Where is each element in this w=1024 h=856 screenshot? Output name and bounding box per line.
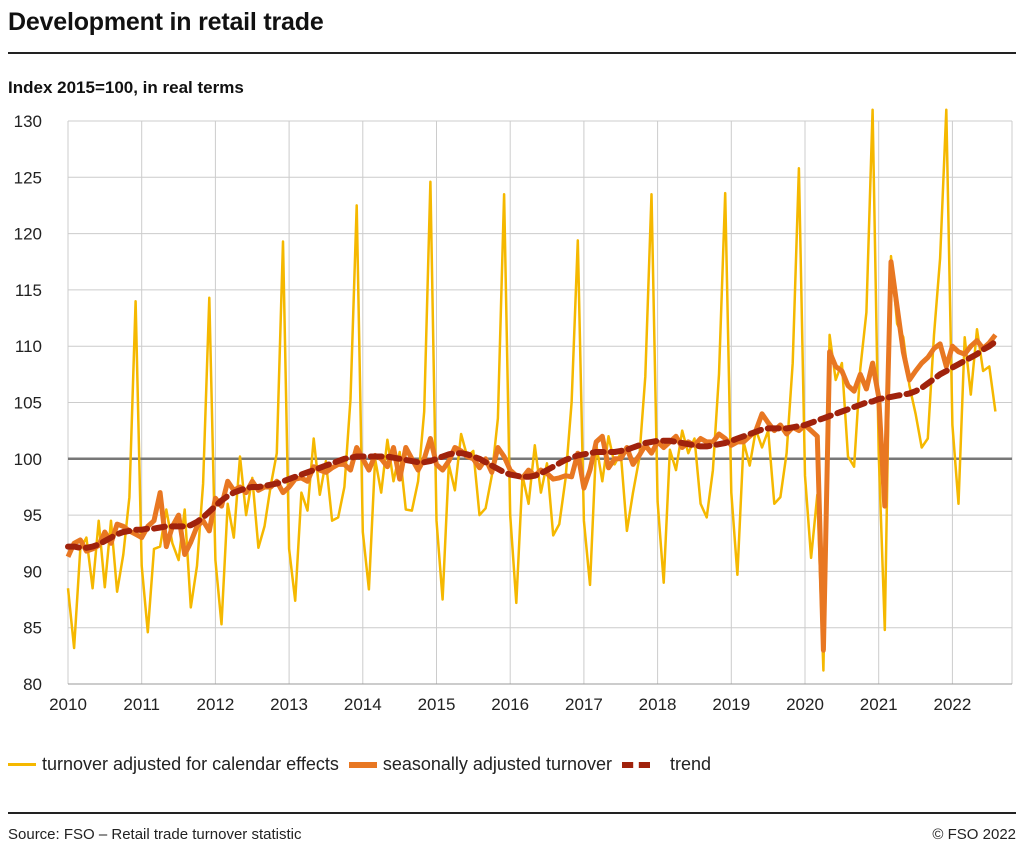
x-tick-label: 2018 — [639, 695, 677, 714]
chart-title: Development in retail trade — [8, 8, 324, 36]
y-tick-label: 95 — [23, 506, 42, 525]
legend-item-seasonal: seasonally adjusted turnover — [348, 754, 612, 775]
y-tick-label: 130 — [14, 112, 42, 131]
x-tick-label: 2020 — [786, 695, 824, 714]
series-seasonally-adjusted — [65, 259, 998, 653]
y-tick-label: 120 — [14, 225, 42, 244]
grid — [67, 120, 1013, 685]
chart-subtitle: Index 2015=100, in real terms — [8, 78, 244, 97]
source-note: Source: FSO – Retail trade turnover stat… — [8, 826, 302, 843]
footer-rule — [8, 812, 1016, 814]
legend-item-calendar: turnover adjusted for calendar effects — [8, 754, 339, 775]
legend-label-trend: trend — [669, 754, 712, 774]
line-chart: 80 85 90 95 100 105 110 115 120 125 130 2010 2011 201… — [14, 108, 1013, 714]
x-tick-label: 2017 — [565, 695, 603, 714]
x-tick-label: 2022 — [933, 695, 971, 714]
legend-swatch-calendar — [8, 763, 36, 766]
series-layer — [65, 108, 999, 672]
x-tick-label: 2019 — [712, 695, 750, 714]
x-tick-label: 2011 — [123, 695, 160, 714]
y-tick-label: 90 — [23, 562, 42, 581]
x-tick-label: 2015 — [418, 695, 456, 714]
axis-labels: 80 85 90 95 100 105 110 115 120 125 130 2010 2011 201… — [14, 112, 972, 714]
y-tick-label: 100 — [14, 450, 42, 469]
y-tick-label: 105 — [14, 394, 42, 413]
x-tick-label: 2014 — [344, 695, 382, 714]
y-tick-label: 80 — [23, 675, 42, 694]
x-tick-label: 2016 — [491, 695, 529, 714]
legend-swatch-trend — [621, 761, 650, 768]
y-tick-label: 110 — [15, 337, 42, 356]
x-tick-label: 2010 — [49, 695, 87, 714]
y-tick-label: 125 — [14, 168, 42, 187]
copyright-note: © FSO 2022 — [932, 826, 1016, 843]
x-tick-label: 2021 — [860, 695, 898, 714]
legend-item-trend: trend — [621, 754, 712, 775]
title-rule — [8, 52, 1016, 54]
x-tick-label: 2012 — [196, 695, 234, 714]
legend-swatch-seasonal — [348, 761, 377, 768]
y-tick-label: 115 — [15, 281, 42, 300]
x-tick-label: 2013 — [270, 695, 308, 714]
legend-label-calendar: turnover adjusted for calendar effects — [42, 754, 339, 774]
legend: turnover adjusted for calendar effects s… — [8, 754, 721, 775]
series-trend — [65, 338, 999, 551]
y-tick-label: 85 — [23, 619, 42, 638]
legend-label-seasonal: seasonally adjusted turnover — [382, 754, 612, 774]
